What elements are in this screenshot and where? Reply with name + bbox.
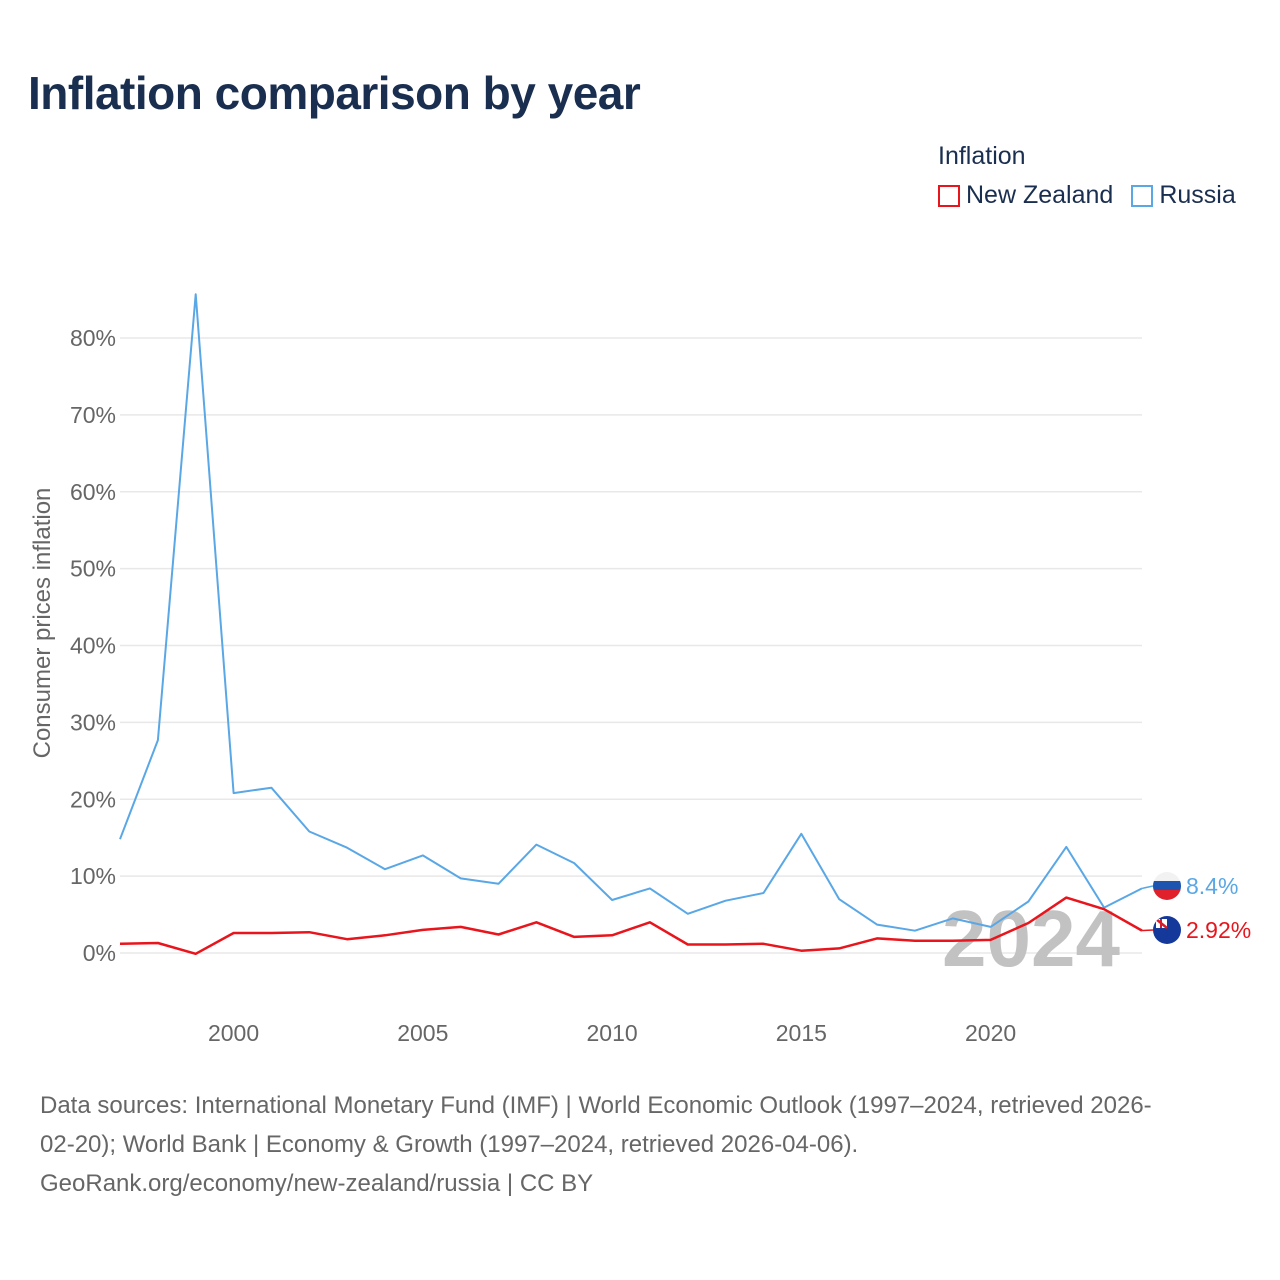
y-tick-label: 40% [70,633,116,659]
year-watermark: 2024 [942,894,1120,983]
end-value-label-new-zealand: 2.92% [1186,917,1251,943]
flag-new-zealand-icon [1153,916,1181,944]
legend-label-new-zealand: New Zealand [966,181,1114,209]
x-tick-label: 2005 [397,1020,448,1046]
end-connector-russia [1141,885,1154,890]
footer: Data sources: International Monetary Fun… [40,1086,1250,1203]
end-connector-new-zealand [1141,929,1154,932]
y-tick-label: 60% [70,479,116,505]
chart-area: 0% 10% 20% 30% 40% 50% 60% 70% 80% 2000 2005 2010 2… [29,293,1251,1046]
y-tick-label: 10% [70,863,116,889]
y-tick-label: 80% [70,325,116,351]
y-axis-label: Consumer prices inflation [29,488,56,759]
end-value-label-russia: 8.4% [1186,873,1238,899]
legend-title: Inflation [938,142,1026,170]
y-tick-label: 30% [70,709,116,735]
x-tick-label: 2015 [776,1020,827,1046]
y-tick-label: 0% [83,940,116,966]
x-tick-label: 2000 [208,1020,259,1046]
footer-sources-line2: 02-20); World Bank | Economy & Growth (1… [40,1131,859,1158]
y-tick-label: 50% [70,556,116,582]
legend-label-russia: Russia [1159,181,1236,209]
legend-item-russia[interactable]: Russia [1131,181,1236,210]
footer-sources-line1: Data sources: International Monetary Fun… [40,1092,1152,1119]
legend: Inflation New Zealand Russia [938,142,1236,210]
flag-russia-icon [1153,872,1181,900]
footer-credit[interactable]: GeoRank.org/economy/new-zealand/russia |… [40,1170,594,1197]
x-tick-label: 2010 [586,1020,637,1046]
chart-title: Inflation comparison by year [28,67,641,119]
y-tick-label: 20% [70,786,116,812]
legend-item-new-zealand[interactable]: New Zealand [938,181,1113,210]
x-tick-label: 2020 [965,1020,1016,1046]
legend-swatch-russia [1131,184,1154,207]
series-line-russia[interactable] [119,293,1143,932]
series-line-new-zealand[interactable] [119,896,1143,956]
legend-swatch-new-zealand [938,184,960,207]
y-tick-label: 70% [70,402,116,428]
